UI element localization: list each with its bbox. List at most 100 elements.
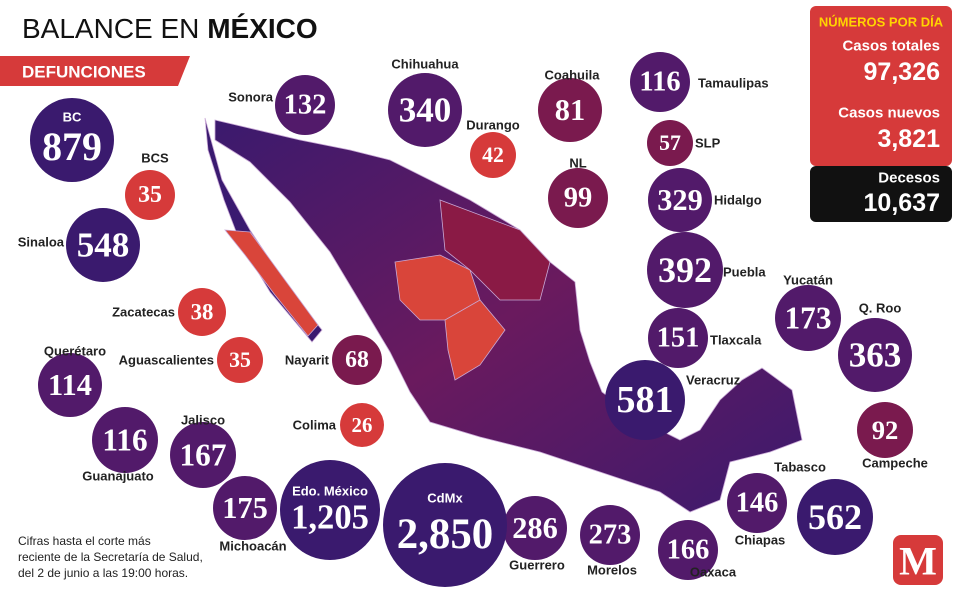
state-name: Guanajuato bbox=[82, 469, 154, 484]
state-name: Oaxaca bbox=[690, 565, 737, 580]
bubble-value: 146 bbox=[736, 488, 779, 519]
summary-label: Casos nuevos bbox=[838, 105, 940, 122]
state-bubble: 68 Nayarit bbox=[285, 335, 382, 385]
summary-label: Casos totales bbox=[842, 38, 940, 55]
state-bubble: 340 Chihuahua bbox=[388, 57, 462, 147]
state-name: Chiapas bbox=[735, 533, 786, 548]
bubble bbox=[470, 132, 516, 178]
state-bubble: 116 Guanajuato bbox=[82, 407, 158, 484]
state-bubble: 392 Puebla bbox=[647, 232, 766, 308]
bubble-value: 548 bbox=[77, 226, 130, 265]
state-bubble: 57 SLP bbox=[647, 120, 721, 166]
state-bubble: 146 Chiapas bbox=[727, 473, 787, 548]
bubble bbox=[217, 337, 263, 383]
bubble-value: 99 bbox=[564, 183, 593, 214]
bubble bbox=[580, 505, 640, 565]
map bbox=[204, 117, 803, 513]
summary-value: 10,637 bbox=[864, 189, 940, 217]
bubble bbox=[178, 288, 226, 336]
bubble bbox=[340, 403, 384, 447]
summary-box: NÚMEROS POR DÍA Casos totales 97,326 Casos… bbox=[810, 6, 952, 222]
bubble bbox=[213, 476, 277, 540]
state-bubble: 81 Coahuila bbox=[538, 68, 602, 142]
state-name: BC bbox=[63, 110, 82, 125]
bubble bbox=[647, 120, 693, 166]
note-line: Cifras hasta el corte más bbox=[18, 534, 151, 548]
state-bubble: 2,850 CdMx bbox=[383, 463, 507, 587]
bubble-value: 286 bbox=[512, 511, 558, 545]
bubble-value: 42 bbox=[482, 143, 504, 167]
bubble bbox=[332, 335, 382, 385]
bubble-value: 2,850 bbox=[397, 511, 494, 558]
bubble-value: 392 bbox=[658, 250, 712, 290]
bubble bbox=[388, 73, 462, 147]
state-name: Michoacán bbox=[219, 539, 286, 554]
bubble-value: 340 bbox=[399, 91, 452, 130]
state-bubble: 273 Morelos bbox=[580, 505, 640, 578]
bubble-value: 151 bbox=[657, 323, 700, 354]
bubble bbox=[66, 208, 140, 282]
bubble bbox=[503, 496, 567, 560]
bubble-value: 81 bbox=[555, 93, 585, 127]
state-bubble: 99 NL bbox=[548, 156, 608, 228]
state-name: Nayarit bbox=[285, 353, 330, 368]
summary-title: NÚMEROS POR DÍA bbox=[819, 15, 944, 30]
bubble bbox=[548, 168, 608, 228]
bubble bbox=[658, 520, 718, 580]
state-bubble: 132 Sonora bbox=[228, 75, 335, 135]
state-name: Q. Roo bbox=[859, 301, 902, 316]
bubble bbox=[797, 479, 873, 555]
state-name: Guerrero bbox=[509, 558, 565, 573]
bubble bbox=[275, 75, 335, 135]
bubble-value: 68 bbox=[345, 347, 369, 373]
state-name: BCS bbox=[141, 151, 169, 166]
bubble bbox=[838, 318, 912, 392]
state-bubble: 167 Jalisco bbox=[170, 413, 236, 488]
state-bubble: 175 Michoacán bbox=[213, 476, 287, 554]
summary-value: 97,326 bbox=[864, 58, 940, 86]
bubble-value: 167 bbox=[180, 438, 227, 473]
state-bubble: 173 Yucatán bbox=[775, 273, 841, 351]
bubble-value: 38 bbox=[191, 300, 214, 325]
state-name: Durango bbox=[466, 118, 520, 133]
summary-red bbox=[810, 6, 952, 166]
state-name: NL bbox=[569, 156, 586, 171]
bubble bbox=[170, 422, 236, 488]
bubble bbox=[727, 473, 787, 533]
state-name: Edo. México bbox=[292, 484, 368, 499]
bubble bbox=[630, 52, 690, 112]
summary-label: Decesos bbox=[878, 170, 940, 187]
bubble-value: 879 bbox=[42, 124, 102, 169]
bubble bbox=[383, 463, 507, 587]
bubble-value: 57 bbox=[659, 131, 681, 155]
state-bubble: 363 Q. Roo bbox=[838, 301, 912, 392]
bubble bbox=[605, 360, 685, 440]
bubble-value: 114 bbox=[48, 368, 92, 402]
state-name: Tlaxcala bbox=[710, 333, 762, 348]
state-bubble: 42 Durango bbox=[466, 118, 520, 178]
bubble-value: 173 bbox=[785, 301, 832, 336]
bubble-value: 329 bbox=[657, 183, 703, 217]
state-bubble: 92 Campeche bbox=[857, 402, 928, 471]
bubble-value: 166 bbox=[667, 535, 710, 566]
state-bubble: 329 Hidalgo bbox=[648, 168, 762, 232]
subtitle-bar bbox=[0, 56, 190, 86]
state-name: Aguascalientes bbox=[119, 353, 214, 368]
state-name: Puebla bbox=[723, 265, 766, 280]
state-bubble: 286 Guerrero bbox=[503, 496, 567, 573]
summary-black bbox=[810, 166, 952, 222]
state-name: Tamaulipas bbox=[698, 76, 769, 91]
bubble-value: 175 bbox=[222, 491, 268, 525]
bubble bbox=[538, 78, 602, 142]
state-bubble: 151 Tlaxcala bbox=[648, 308, 762, 368]
bubble bbox=[38, 353, 102, 417]
bubble-value: 35 bbox=[138, 182, 162, 208]
bubble-value: 132 bbox=[284, 90, 327, 121]
state-name: Veracruz bbox=[686, 373, 741, 388]
state-bubble: 581 Veracruz bbox=[605, 360, 741, 440]
bubble bbox=[125, 170, 175, 220]
logo: M bbox=[899, 539, 937, 584]
